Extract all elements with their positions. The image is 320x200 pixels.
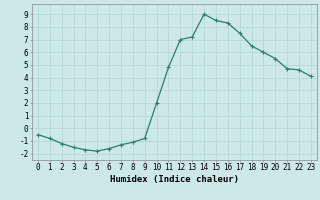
X-axis label: Humidex (Indice chaleur): Humidex (Indice chaleur): [110, 175, 239, 184]
